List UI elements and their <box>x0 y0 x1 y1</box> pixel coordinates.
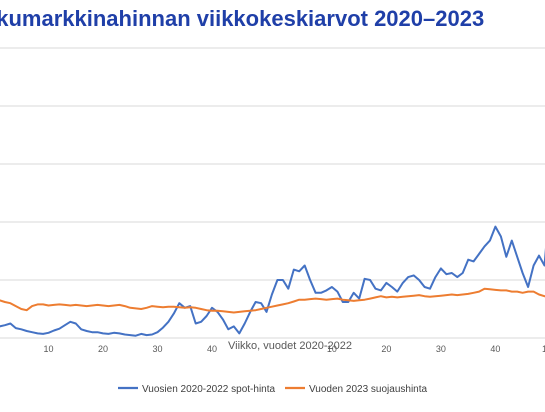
legend-label-spot: Vuosien 2020-2022 spot-hinta <box>142 384 276 395</box>
plot-area <box>0 225 545 337</box>
x-tick-label-6: 30 <box>436 344 446 354</box>
x-tick-label-0: 10 <box>43 344 53 354</box>
series-line-0 <box>0 225 545 337</box>
x-tick-label-4: 10 <box>327 344 337 354</box>
chart-title: kkumarkkinahinnan viikkokeskiarvot 2020–… <box>0 6 485 31</box>
x-axis-title: Viikko, vuodet 2020-2022 <box>228 340 352 352</box>
legend: Vuosien 2020-2022 spot-hinta Vuoden 2023… <box>118 384 428 395</box>
series-line-1 <box>0 287 545 314</box>
gridlines <box>0 47 545 339</box>
x-tick-label-3: 40 <box>207 344 217 354</box>
x-tick-label-1: 20 <box>98 344 108 354</box>
x-tick-label-8: 1 <box>542 344 545 354</box>
legend-label-hedge: Vuoden 2023 suojaushinta <box>309 384 428 395</box>
x-tick-label-7: 40 <box>490 344 500 354</box>
x-axis-ticks: 10 20 30 40 10 20 30 40 1 <box>43 344 545 354</box>
x-tick-label-2: 30 <box>152 344 162 354</box>
x-tick-label-5: 20 <box>381 344 391 354</box>
